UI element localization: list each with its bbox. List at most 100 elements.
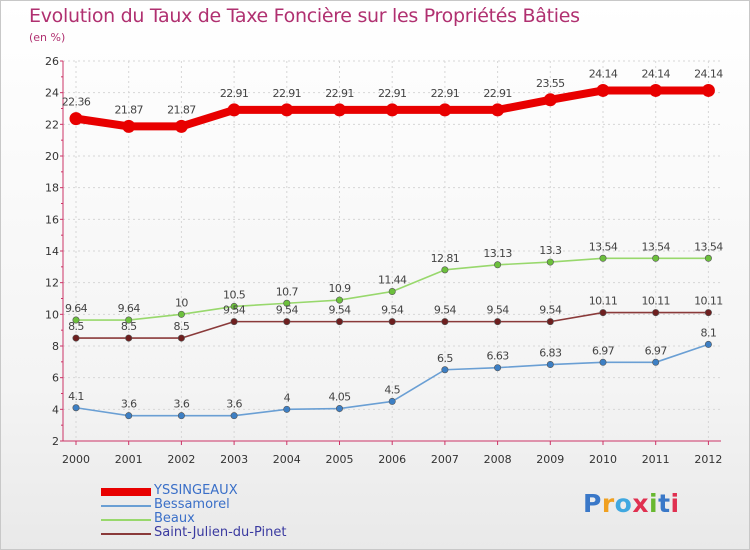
data-point-beaux	[441, 266, 449, 274]
data-label-saint-julien-du-pinet: 10.11	[589, 295, 618, 308]
brand-logo-letter: r	[601, 489, 615, 518]
data-label-layer: 22.36 21.87 21.87 22.91 22.91 22.91 22.91 22.91…	[62, 67, 724, 411]
data-point-yssingeaux	[333, 103, 346, 117]
data-label-bessamorel: 6.97	[592, 344, 615, 357]
y-tick-label: 26	[45, 55, 59, 68]
data-point-saint-julien-du-pinet	[283, 318, 291, 326]
y-tick-label: 8	[52, 340, 59, 353]
y-tick-label: 10	[45, 308, 59, 321]
x-tick-label: 2002	[167, 453, 195, 466]
data-label-beaux: 12.81	[431, 252, 460, 265]
data-point-bessamorel	[441, 366, 449, 374]
legend-swatch-bessamorel	[101, 505, 151, 507]
data-point-saint-julien-du-pinet	[388, 318, 396, 326]
data-label-bessamorel: 6.97	[645, 344, 668, 357]
data-label-saint-julien-du-pinet: 9.54	[487, 304, 510, 317]
x-tick-label: 2011	[642, 453, 670, 466]
y-tick-label: 22	[45, 118, 59, 131]
data-point-bessamorel	[72, 404, 80, 412]
data-point-bessamorel	[177, 412, 185, 420]
data-label-saint-julien-du-pinet: 9.54	[328, 304, 351, 317]
data-label-yssingeaux: 22.91	[431, 87, 460, 100]
data-point-yssingeaux	[227, 103, 241, 117]
data-label-beaux: 13.54	[641, 240, 670, 253]
brand-logo-letter: o	[614, 489, 633, 518]
data-label-yssingeaux: 22.91	[378, 87, 407, 100]
x-tick-label: 2006	[378, 453, 406, 466]
data-point-beaux	[599, 254, 607, 262]
data-label-beaux: 9.64	[118, 302, 141, 315]
data-point-saint-julien-du-pinet	[599, 309, 607, 317]
data-point-bessamorel	[599, 358, 607, 366]
data-point-yssingeaux	[649, 83, 663, 97]
data-point-bessamorel	[494, 364, 502, 372]
y-tick-label: 18	[45, 182, 59, 195]
x-tick-label: 2007	[431, 453, 459, 466]
data-point-beaux	[546, 258, 554, 266]
brand-logo-letter: t	[658, 489, 671, 518]
data-label-bessamorel: 4.5	[384, 383, 400, 396]
data-point-saint-julien-du-pinet	[704, 309, 712, 317]
legend-label-saint-julien-du-pinet: Saint-Julien-du-Pinet	[154, 525, 287, 540]
data-point-bessamorel	[230, 412, 238, 420]
data-point-beaux	[230, 302, 238, 310]
legend-swatch-yssingeaux	[101, 488, 151, 496]
data-point-beaux	[388, 288, 396, 296]
data-point-yssingeaux	[543, 93, 557, 107]
data-label-yssingeaux: 21.87	[114, 103, 143, 116]
data-label-saint-julien-du-pinet: 9.54	[539, 304, 562, 317]
brand-logo-letter: P	[583, 489, 602, 518]
data-point-saint-julien-du-pinet	[494, 318, 502, 326]
y-tick-label: 12	[45, 277, 59, 290]
data-label-yssingeaux: 24.14	[694, 67, 723, 80]
data-point-yssingeaux	[438, 103, 452, 117]
legend-swatch-beaux	[101, 519, 151, 521]
data-label-beaux: 10.9	[328, 282, 351, 295]
data-label-saint-julien-du-pinet: 9.54	[434, 304, 457, 317]
x-tick-label: 2003	[220, 453, 248, 466]
data-point-beaux	[652, 254, 660, 262]
x-tick-label: 2004	[273, 453, 301, 466]
chart-title: Evolution du Taux de Taxe Foncière sur l…	[29, 5, 580, 27]
data-label-bessamorel: 4.1	[68, 390, 84, 403]
x-tick-label: 2005	[326, 453, 354, 466]
y-tick-label: 14	[45, 245, 59, 258]
data-point-beaux	[72, 316, 80, 324]
data-point-beaux	[283, 299, 291, 307]
legend-label-yssingeaux: YSSINGEAUX	[154, 483, 238, 498]
data-point-saint-julien-du-pinet	[441, 318, 449, 326]
data-point-saint-julien-du-pinet	[230, 318, 238, 326]
data-label-saint-julien-du-pinet: 10.11	[641, 295, 670, 308]
brand-logo-letter: i	[670, 489, 680, 518]
data-label-bessamorel: 4.05	[328, 391, 351, 404]
data-point-bessamorel	[546, 361, 554, 369]
data-label-saint-julien-du-pinet: 9.54	[223, 304, 246, 317]
data-point-beaux	[125, 316, 133, 324]
data-point-beaux	[335, 296, 343, 304]
data-label-bessamorel: 3.6	[121, 398, 137, 411]
data-label-bessamorel: 6.63	[487, 350, 510, 363]
data-label-yssingeaux: 21.87	[167, 103, 196, 116]
data-point-saint-julien-du-pinet	[177, 334, 185, 342]
data-label-yssingeaux: 23.55	[536, 77, 565, 90]
data-point-beaux	[704, 254, 712, 262]
data-point-saint-julien-du-pinet	[125, 334, 133, 342]
data-label-saint-julien-du-pinet: 10.11	[694, 295, 723, 308]
legend-swatch-saint-julien-du-pinet	[101, 533, 151, 535]
grid-layer	[63, 60, 721, 442]
unit-label: (en %)	[29, 31, 66, 44]
data-label-beaux: 13.13	[483, 247, 512, 260]
data-label-bessamorel: 6.5	[437, 352, 453, 365]
data-label-beaux: 13.3	[539, 244, 562, 257]
data-label-beaux: 9.64	[65, 302, 88, 315]
data-label-saint-julien-du-pinet: 9.54	[276, 304, 299, 317]
data-point-bessamorel	[652, 358, 660, 366]
data-point-bessamorel	[388, 397, 396, 405]
data-label-beaux: 10.5	[223, 288, 246, 301]
x-tick-label: 2012	[694, 453, 722, 466]
data-label-saint-julien-du-pinet: 9.54	[381, 304, 404, 317]
data-label-yssingeaux: 22.91	[220, 87, 249, 100]
data-label-beaux: 11.44	[378, 274, 407, 287]
